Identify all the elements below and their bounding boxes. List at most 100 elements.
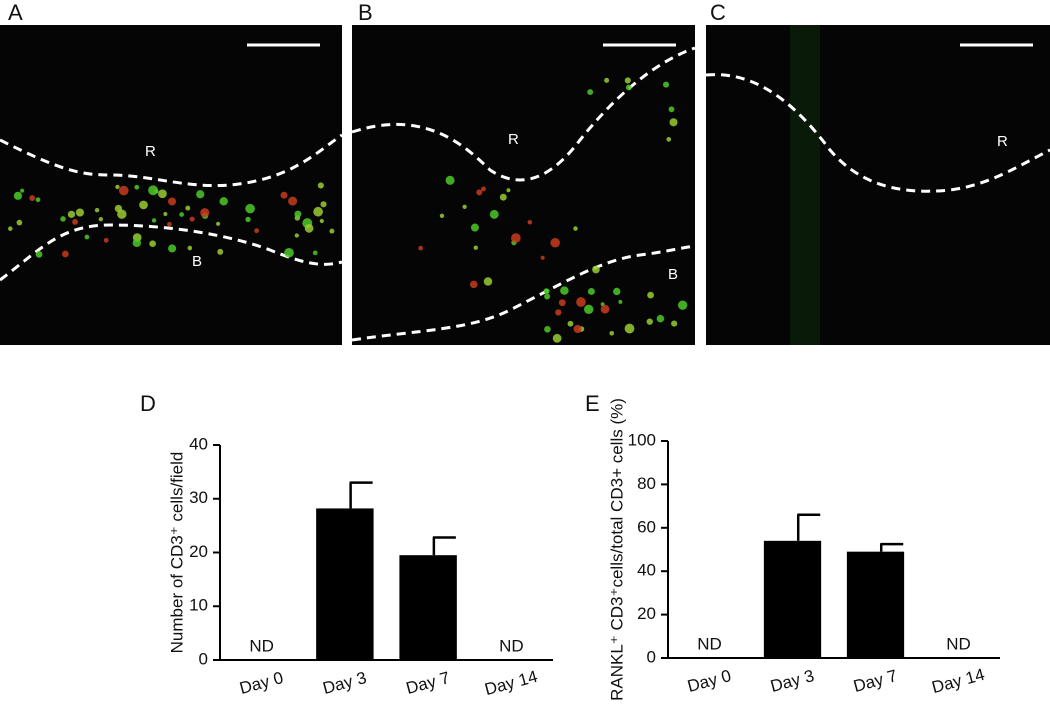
value-label: ND (697, 634, 722, 653)
cells (8, 77, 688, 343)
value-label: ND (499, 636, 524, 655)
cell (489, 209, 499, 219)
y-tick-label: 80 (637, 474, 656, 493)
cell (167, 221, 172, 227)
panel-label: B (358, 0, 373, 25)
panel-label: E (585, 391, 600, 416)
cell (481, 186, 486, 192)
cell (499, 193, 507, 201)
y-axis-label: RANKL⁺ CD3⁺cells/total CD3+ cells (%) (607, 398, 626, 701)
cell (666, 137, 672, 142)
cell (558, 299, 566, 307)
x-tick-label: Day 7 (404, 668, 452, 698)
cell (618, 299, 623, 304)
cell (592, 265, 600, 274)
cell (200, 208, 210, 218)
cell (72, 218, 78, 225)
cell (317, 182, 324, 189)
cell (445, 175, 455, 185)
cell (304, 223, 314, 233)
cell (29, 195, 36, 201)
cell (132, 238, 142, 248)
cell (217, 248, 224, 255)
cell (35, 250, 43, 258)
cell (646, 318, 653, 325)
cell (573, 226, 578, 231)
cell (67, 210, 76, 218)
cell (329, 228, 335, 234)
y-tick-label: 0 (647, 647, 656, 666)
cell (115, 184, 120, 190)
y-axis-label: Number of CD3⁺ cells/field (167, 452, 186, 654)
cell (604, 77, 610, 83)
panel-label: D (140, 391, 156, 416)
boundary (705, 73, 1050, 193)
bar (316, 508, 374, 660)
cell (567, 320, 574, 327)
cell (189, 216, 195, 222)
cell (103, 237, 109, 243)
cell (245, 203, 255, 214)
x-tick-label: Day 3 (321, 668, 369, 698)
region-label: B (668, 266, 678, 283)
micrograph-c: C R (705, 0, 1050, 345)
cell (288, 196, 298, 206)
cell (573, 324, 582, 334)
value-label: ND (249, 636, 274, 655)
cell (196, 190, 205, 199)
cell (560, 286, 569, 295)
cell (668, 106, 675, 113)
y-tick-label: 20 (189, 542, 208, 561)
cell (506, 188, 511, 193)
cell (168, 244, 177, 253)
cell (187, 245, 193, 251)
cell (483, 277, 493, 286)
micrograph-a: A R B (0, 0, 343, 345)
cell (609, 330, 615, 336)
cell (587, 89, 594, 96)
cell (134, 184, 140, 190)
cell (312, 250, 318, 256)
cell (118, 185, 129, 196)
cell (613, 287, 621, 296)
y-tick-label: 20 (637, 604, 656, 623)
x-tick-label: Day 0 (685, 666, 733, 696)
region-label: R (508, 131, 519, 148)
cell (476, 189, 483, 196)
bar (846, 551, 905, 658)
cell (669, 118, 678, 127)
cell (148, 185, 159, 196)
cell (13, 191, 23, 200)
image (0, 25, 342, 345)
panel-label: A (8, 0, 23, 25)
cell (294, 233, 299, 238)
y-tick-label: 60 (637, 517, 656, 536)
cell (151, 218, 157, 223)
cell (313, 206, 323, 217)
cell (319, 218, 324, 224)
image-artifact (790, 25, 820, 345)
cell (624, 323, 635, 334)
cell (470, 223, 479, 232)
y-tick-label: 40 (189, 434, 208, 453)
cell (280, 191, 288, 199)
cell (540, 255, 545, 260)
cell (576, 297, 586, 307)
cell (462, 204, 467, 209)
x-tick-label: Day 14 (930, 665, 987, 697)
y-tick-label: 100 (628, 430, 656, 449)
cell (647, 291, 654, 299)
boundary (351, 244, 696, 342)
image (352, 25, 695, 345)
cell (20, 188, 25, 193)
y-tick-label: 40 (637, 561, 656, 580)
cell (114, 204, 123, 213)
boundary (0, 133, 343, 188)
cell (149, 240, 156, 248)
cell (163, 212, 168, 217)
cell (98, 216, 104, 222)
bar (763, 540, 822, 658)
cell (527, 220, 533, 225)
